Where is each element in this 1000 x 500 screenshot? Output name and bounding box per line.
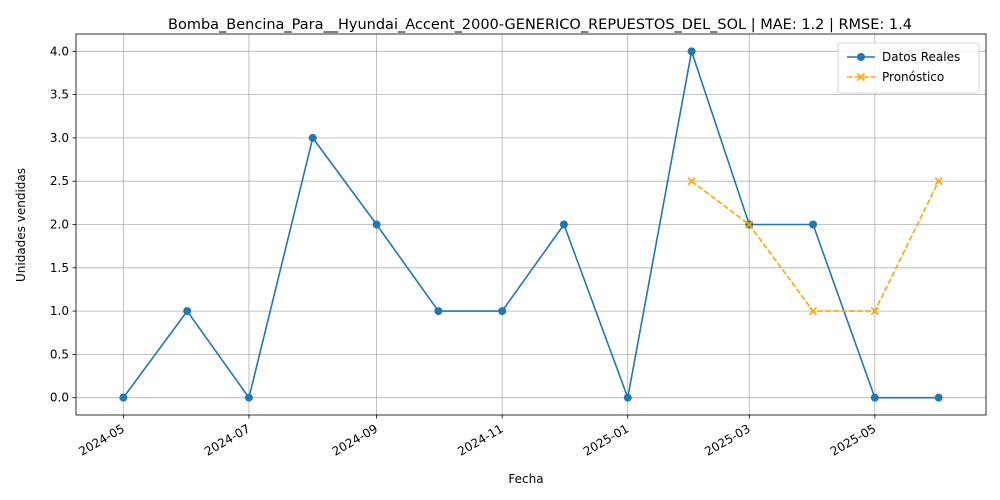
data-point — [870, 393, 879, 402]
y-tick-label: 4.0 — [50, 44, 69, 58]
legend: Datos Reales Pronóstico — [837, 42, 980, 94]
data-point — [808, 307, 818, 316]
legend-label-1: Pronóstico — [882, 70, 944, 84]
series-line — [122, 50, 939, 399]
data-point — [119, 393, 128, 402]
data-point — [687, 177, 696, 186]
data-point — [308, 133, 317, 142]
y-tick-label: 0.0 — [50, 391, 69, 405]
data-point — [372, 220, 381, 229]
data-point — [498, 307, 507, 316]
y-tick-label: 3.0 — [50, 131, 69, 145]
data-point — [623, 393, 632, 402]
legend-marker-0 — [857, 53, 865, 61]
y-tick-label: 2.5 — [50, 174, 69, 188]
data-point — [934, 393, 943, 402]
y-axis: 0.0 0.5 1.0 1.5 2.0 2.5 3.0 3.5 4.0 — [50, 44, 76, 405]
data-point — [434, 307, 443, 316]
series-layer — [119, 47, 943, 402]
data-point — [244, 393, 253, 402]
data-point — [559, 220, 568, 229]
data-point — [809, 220, 818, 229]
y-tick-label: 1.0 — [50, 304, 69, 318]
data-point — [183, 307, 192, 316]
y-axis-label: Unidades vendidas — [14, 168, 28, 282]
data-point — [934, 177, 943, 186]
data-point — [687, 47, 696, 56]
legend-box — [837, 42, 980, 94]
legend-marker-1 — [856, 72, 866, 82]
y-tick-label: 3.5 — [50, 88, 69, 102]
x-axis-label: Fecha — [508, 472, 543, 486]
legend-label-0: Datos Reales — [882, 50, 960, 64]
y-tick-label: 1.5 — [50, 261, 69, 275]
y-tick-label: 2.0 — [50, 218, 69, 232]
series-1 — [687, 177, 943, 316]
data-point — [870, 307, 879, 316]
data-point — [745, 220, 754, 229]
chart-title: Bomba_Bencina_Para__Hyundai_Accent_2000-… — [168, 17, 912, 33]
y-tick-label: 0.5 — [50, 347, 69, 361]
